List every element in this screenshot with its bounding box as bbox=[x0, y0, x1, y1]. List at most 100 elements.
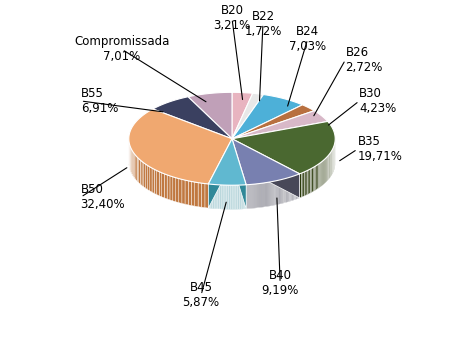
Polygon shape bbox=[233, 185, 234, 209]
Polygon shape bbox=[266, 182, 267, 206]
Polygon shape bbox=[232, 139, 246, 209]
Polygon shape bbox=[280, 180, 281, 204]
Polygon shape bbox=[188, 92, 232, 139]
Polygon shape bbox=[278, 180, 279, 204]
Polygon shape bbox=[256, 184, 257, 208]
Text: B35
19,71%: B35 19,71% bbox=[357, 135, 401, 163]
Polygon shape bbox=[247, 185, 248, 209]
Polygon shape bbox=[164, 174, 167, 199]
Polygon shape bbox=[263, 183, 264, 207]
Polygon shape bbox=[321, 161, 322, 186]
Polygon shape bbox=[251, 184, 253, 208]
Polygon shape bbox=[220, 185, 221, 209]
Polygon shape bbox=[138, 159, 140, 184]
Polygon shape bbox=[248, 184, 249, 209]
Polygon shape bbox=[132, 151, 133, 177]
Polygon shape bbox=[232, 139, 299, 198]
Polygon shape bbox=[287, 178, 288, 202]
Polygon shape bbox=[240, 185, 241, 209]
Polygon shape bbox=[293, 176, 294, 200]
Polygon shape bbox=[234, 185, 235, 209]
Polygon shape bbox=[315, 165, 316, 190]
Polygon shape bbox=[243, 185, 244, 209]
Polygon shape bbox=[241, 185, 242, 209]
Polygon shape bbox=[268, 182, 269, 206]
Text: B22
1,72%: B22 1,72% bbox=[244, 9, 281, 37]
Polygon shape bbox=[298, 174, 299, 198]
Polygon shape bbox=[152, 97, 232, 139]
Text: B50
32,40%: B50 32,40% bbox=[81, 183, 125, 211]
Polygon shape bbox=[169, 176, 172, 201]
Polygon shape bbox=[232, 93, 263, 139]
Polygon shape bbox=[297, 174, 298, 199]
Text: B40
9,19%: B40 9,19% bbox=[261, 269, 298, 297]
Polygon shape bbox=[208, 184, 209, 208]
Polygon shape bbox=[210, 184, 211, 208]
Polygon shape bbox=[133, 153, 134, 178]
Polygon shape bbox=[270, 182, 271, 206]
Polygon shape bbox=[259, 183, 260, 208]
Text: B45
5,87%: B45 5,87% bbox=[182, 281, 219, 309]
Polygon shape bbox=[223, 185, 224, 209]
Polygon shape bbox=[178, 178, 181, 203]
Polygon shape bbox=[254, 184, 255, 208]
Polygon shape bbox=[227, 185, 228, 209]
Polygon shape bbox=[289, 177, 290, 201]
Polygon shape bbox=[191, 182, 194, 206]
Polygon shape bbox=[167, 175, 169, 200]
Polygon shape bbox=[272, 181, 273, 205]
Polygon shape bbox=[244, 185, 245, 209]
Polygon shape bbox=[181, 179, 185, 204]
Polygon shape bbox=[316, 164, 318, 189]
Polygon shape bbox=[283, 178, 284, 203]
Polygon shape bbox=[224, 185, 225, 209]
Polygon shape bbox=[145, 164, 147, 190]
Polygon shape bbox=[232, 94, 302, 139]
Polygon shape bbox=[211, 184, 212, 208]
Polygon shape bbox=[264, 183, 265, 207]
Polygon shape bbox=[304, 171, 305, 196]
Polygon shape bbox=[239, 185, 240, 209]
Text: B24
7,03%: B24 7,03% bbox=[288, 25, 325, 53]
Polygon shape bbox=[194, 182, 198, 207]
Text: B30
4,23%: B30 4,23% bbox=[358, 87, 396, 115]
Polygon shape bbox=[208, 139, 232, 208]
Polygon shape bbox=[250, 184, 251, 209]
Polygon shape bbox=[201, 183, 205, 208]
Polygon shape bbox=[292, 176, 293, 201]
Polygon shape bbox=[253, 184, 254, 208]
Polygon shape bbox=[320, 162, 321, 187]
Polygon shape bbox=[258, 183, 259, 208]
Polygon shape bbox=[288, 177, 289, 202]
Polygon shape bbox=[175, 178, 178, 203]
Polygon shape bbox=[213, 184, 214, 209]
Polygon shape bbox=[294, 175, 295, 199]
Polygon shape bbox=[222, 185, 223, 209]
Polygon shape bbox=[159, 172, 162, 197]
Polygon shape bbox=[147, 166, 150, 191]
Polygon shape bbox=[232, 139, 246, 209]
Polygon shape bbox=[237, 185, 238, 209]
Polygon shape bbox=[216, 185, 217, 209]
Polygon shape bbox=[281, 179, 282, 204]
Polygon shape bbox=[131, 149, 132, 175]
Polygon shape bbox=[198, 183, 201, 207]
Polygon shape bbox=[296, 175, 297, 199]
Polygon shape bbox=[327, 155, 328, 180]
Polygon shape bbox=[232, 185, 233, 209]
Polygon shape bbox=[295, 175, 296, 199]
Polygon shape bbox=[235, 185, 236, 209]
Polygon shape bbox=[188, 181, 191, 205]
Polygon shape bbox=[137, 157, 138, 183]
Polygon shape bbox=[208, 139, 232, 208]
Polygon shape bbox=[286, 178, 287, 202]
Polygon shape bbox=[246, 185, 247, 209]
Polygon shape bbox=[219, 185, 220, 209]
Polygon shape bbox=[236, 185, 237, 209]
Polygon shape bbox=[328, 154, 329, 179]
Polygon shape bbox=[218, 185, 219, 209]
Polygon shape bbox=[144, 163, 145, 188]
Polygon shape bbox=[221, 185, 222, 209]
Polygon shape bbox=[269, 182, 270, 206]
Text: B20
3,21%: B20 3,21% bbox=[213, 4, 250, 32]
